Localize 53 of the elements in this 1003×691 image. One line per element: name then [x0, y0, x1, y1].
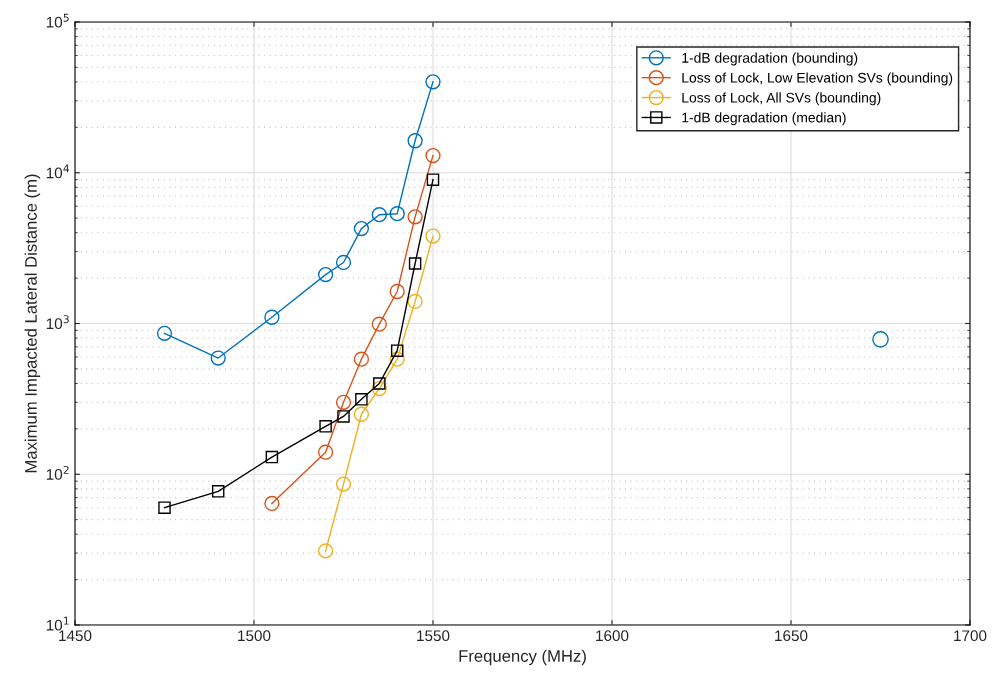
x-tick-label: 1600 — [596, 630, 629, 642]
point — [425, 74, 441, 90]
point — [425, 228, 441, 244]
point — [337, 410, 350, 423]
point — [265, 450, 279, 464]
legend-label: Loss of Lock, Low Elevation SVs (bounding) — [682, 72, 953, 86]
point — [335, 394, 352, 410]
point — [407, 209, 423, 225]
point — [319, 420, 332, 433]
y-tick-label: 10$^{3}$ — [46, 315, 69, 330]
point — [317, 266, 334, 283]
point — [317, 543, 334, 559]
point — [210, 350, 226, 366]
point — [390, 344, 404, 357]
point — [426, 173, 440, 186]
point — [407, 133, 423, 149]
point — [156, 325, 173, 342]
point — [335, 476, 352, 492]
legend-label: 1-dB degradation (median) — [682, 112, 846, 126]
point — [425, 147, 441, 164]
legend-label: Loss of Lock, All SVs (bounding) — [682, 92, 881, 106]
point — [373, 377, 386, 390]
point — [353, 351, 370, 367]
point — [353, 406, 370, 422]
point — [335, 254, 352, 271]
point — [211, 485, 225, 498]
point — [158, 501, 171, 514]
point — [389, 351, 405, 367]
y-tick-label: 10$^{4}$ — [46, 164, 70, 179]
point — [407, 293, 423, 310]
y-tick-label: 10$^{5}$ — [46, 13, 69, 28]
point — [389, 283, 405, 300]
point — [371, 207, 387, 223]
y-tick-label: 10$^{2}$ — [46, 465, 69, 480]
point — [872, 331, 889, 348]
point — [389, 206, 405, 222]
point — [317, 444, 334, 460]
x-tick-label: 1450 — [59, 630, 92, 642]
x-tick-label: 1700 — [954, 630, 987, 642]
y-tick-label: 10$^{1}$ — [46, 616, 69, 631]
x-tick-label: 1550 — [417, 630, 450, 642]
point — [264, 495, 280, 512]
point — [371, 380, 387, 397]
x-axis-title: Frequency (MHz) — [459, 649, 586, 666]
point — [408, 257, 422, 270]
x-tick-label: 1650 — [775, 630, 808, 642]
legend-label: 1-dB degradation (bounding) — [682, 52, 858, 66]
point — [264, 309, 280, 325]
point — [353, 220, 370, 237]
point — [355, 393, 368, 406]
y-axis-title: Maximum Impacted Lateral Distance (m) — [24, 174, 41, 473]
point — [371, 316, 387, 332]
x-tick-label: 1500 — [238, 630, 271, 642]
